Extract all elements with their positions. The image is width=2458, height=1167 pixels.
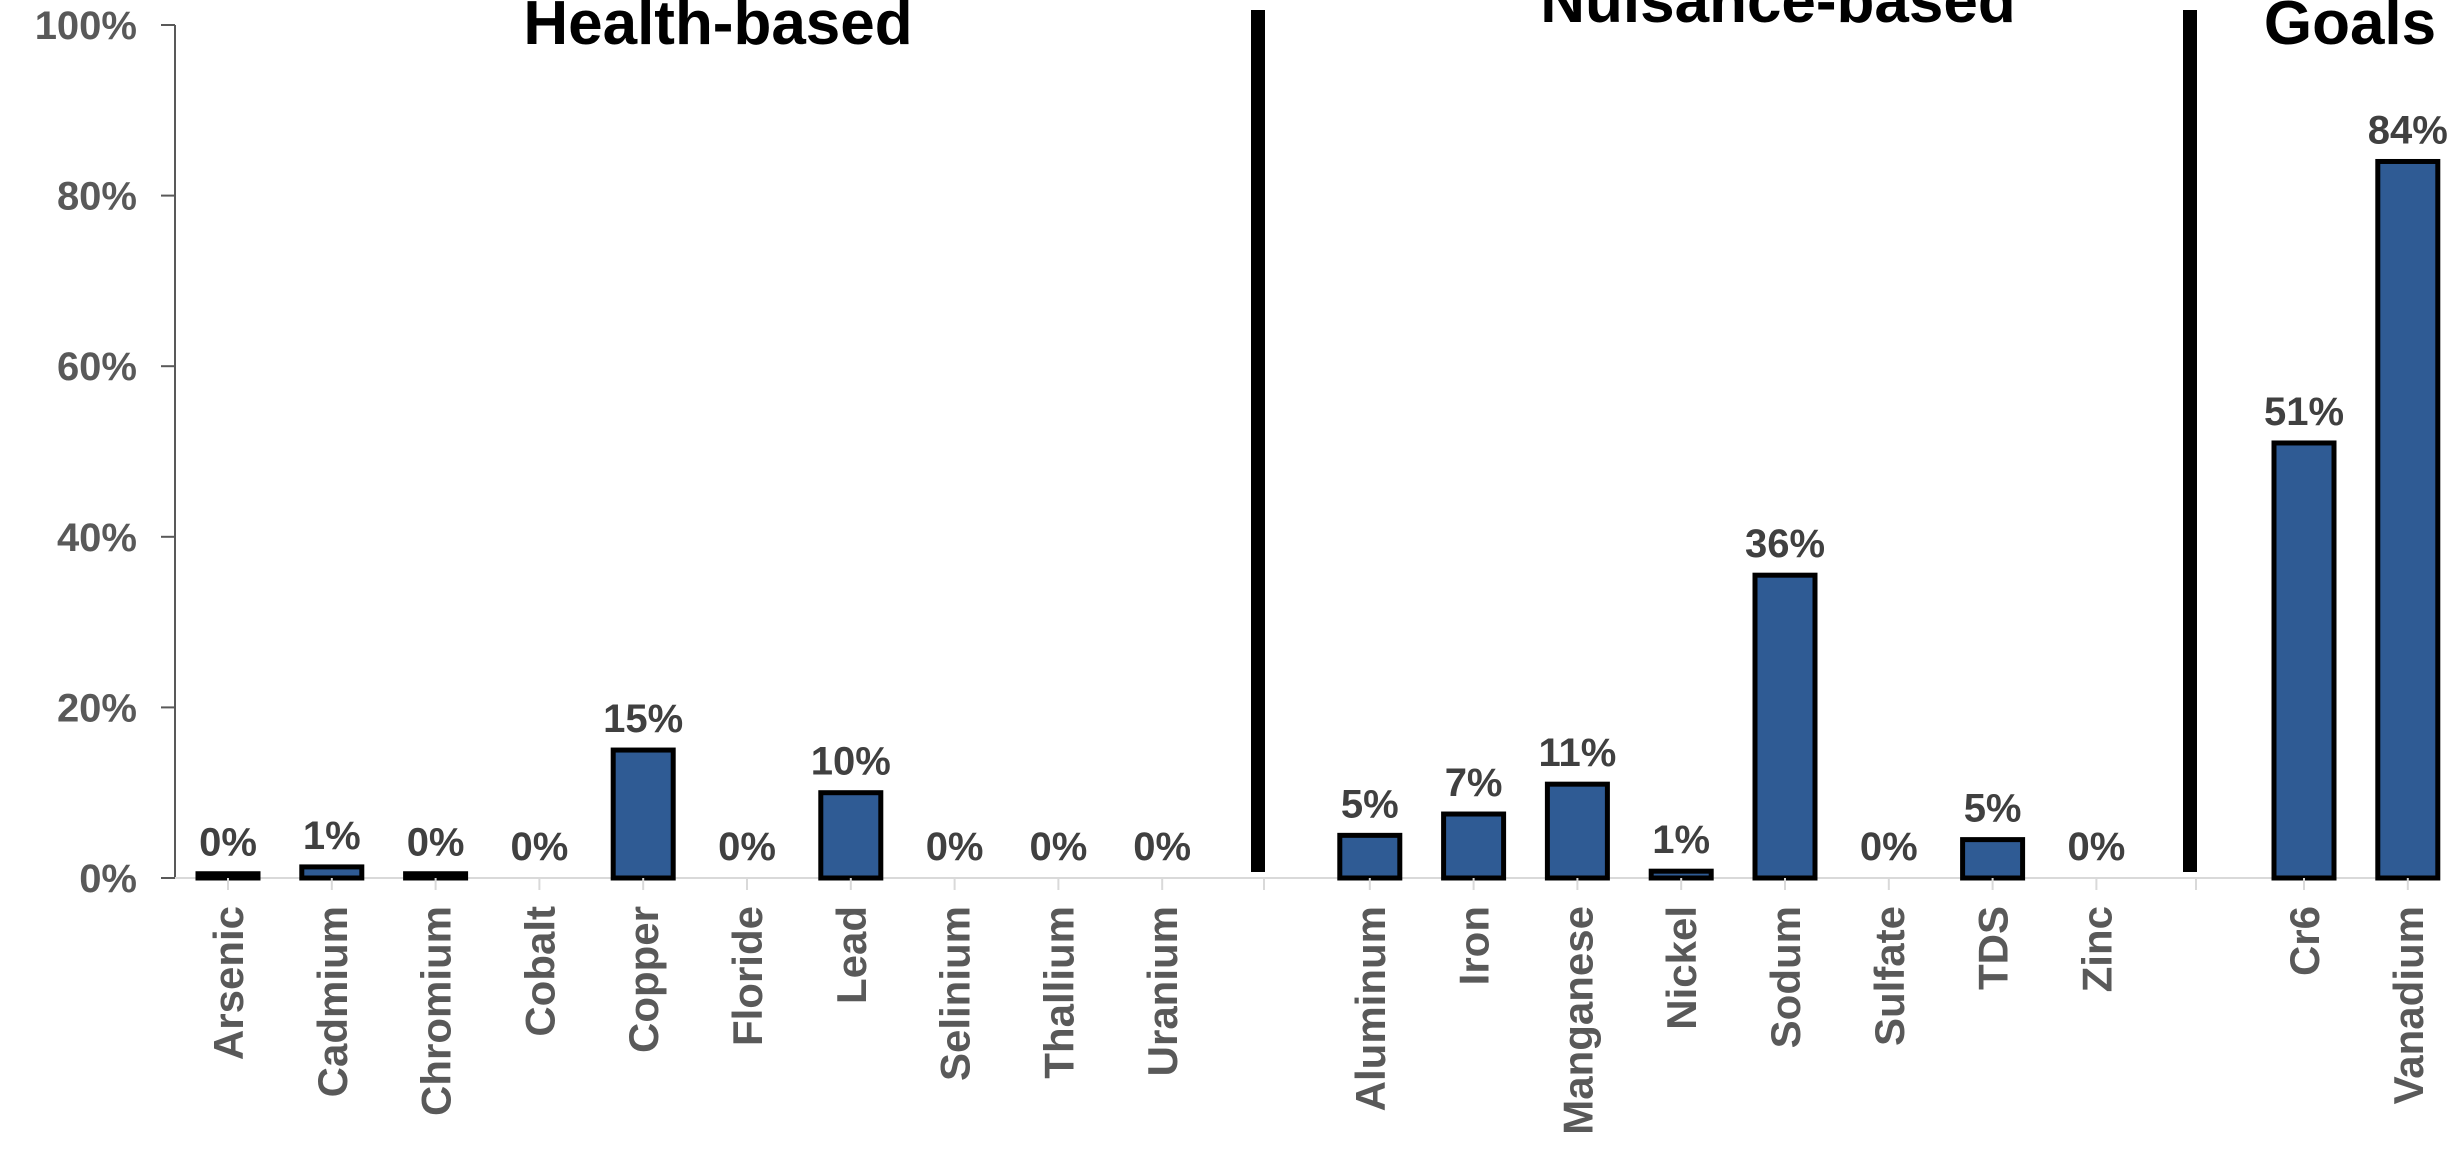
category-label: Thallium (1035, 906, 1082, 1079)
category-label: Aluminum (1347, 906, 1394, 1111)
bar (1648, 868, 1714, 881)
group-title: Goals (2264, 0, 2436, 58)
bar (2271, 440, 2337, 881)
category-label: Arsenic (205, 906, 252, 1060)
data-label: 15% (603, 697, 683, 741)
category-label: Zinc (2073, 906, 2120, 992)
category-label: Sodum (1762, 906, 1809, 1048)
category-label: Iron (1451, 906, 1498, 985)
data-label: 1% (1652, 818, 1710, 862)
category-label: Vanadium (2385, 906, 2432, 1104)
y-tick-label: 80% (57, 175, 137, 219)
category-label: Uranium (1139, 906, 1186, 1076)
category-label: Cr6 (2281, 906, 2328, 976)
category-label: Selinium (932, 906, 979, 1081)
bar (403, 871, 469, 881)
category-label: Floride (724, 906, 771, 1046)
data-label: 51% (2264, 390, 2344, 434)
category-label: Cobalt (516, 906, 563, 1037)
bar (2375, 158, 2441, 881)
bar (610, 747, 676, 881)
data-label: 1% (303, 814, 361, 858)
data-label: 5% (1341, 782, 1399, 826)
bar (818, 790, 884, 881)
y-axis: 0% 20% 40% 60% 80% 100% (35, 4, 2440, 901)
bar (299, 864, 365, 881)
category-label: TDS (1970, 906, 2017, 990)
data-label: 0% (510, 825, 568, 869)
data-label: 0% (2067, 825, 2125, 869)
data-label: 0% (1133, 825, 1191, 869)
category-label: Nickel (1658, 906, 1705, 1030)
bars (195, 158, 2441, 881)
y-tick-label: 20% (57, 686, 137, 730)
bar (1337, 832, 1403, 881)
data-label: 0% (1029, 825, 1087, 869)
group-title: Nuisance-based (1540, 0, 2016, 36)
bar (1752, 572, 1818, 881)
y-tick-label: 100% (35, 4, 137, 48)
bar (1960, 837, 2026, 881)
data-label: 10% (811, 740, 891, 784)
data-label: 0% (407, 821, 465, 865)
group-title: Health-based (523, 0, 912, 58)
y-tick-label: 0% (79, 857, 137, 901)
data-label: 5% (1964, 787, 2022, 831)
bar (1544, 781, 1610, 881)
data-label: 0% (718, 825, 776, 869)
category-label: Cadmium (309, 906, 356, 1097)
bar (1441, 811, 1507, 881)
category-label: Lead (828, 906, 875, 1004)
y-tick-label: 40% (57, 516, 137, 560)
group-titles: Health-based Nuisance-based Goals (523, 0, 2436, 58)
data-label: 0% (199, 821, 257, 865)
data-label: 0% (1860, 825, 1918, 869)
category-labels: Arsenic Cadmium Chromium Cobalt Copper Florid… (205, 878, 2432, 1135)
data-label: 36% (1745, 522, 1825, 566)
data-label: 7% (1445, 761, 1503, 805)
data-label: 0% (926, 825, 984, 869)
category-label: Copper (620, 906, 667, 1053)
category-label: Manganese (1554, 906, 1601, 1135)
group-separators (1251, 10, 2197, 890)
y-tick-label: 60% (57, 345, 137, 389)
data-label: 11% (1538, 731, 1616, 775)
category-label: Sulfate (1866, 906, 1913, 1046)
data-labels: 0% 1% 0% 0% 15% 0% 10% 0% 0% 0% 5% 7% 11% 1% 36% 0% 5% 0%… (199, 108, 2448, 869)
category-label: Chromium (413, 906, 460, 1116)
bar (195, 871, 261, 881)
data-label: 84% (2368, 108, 2448, 152)
